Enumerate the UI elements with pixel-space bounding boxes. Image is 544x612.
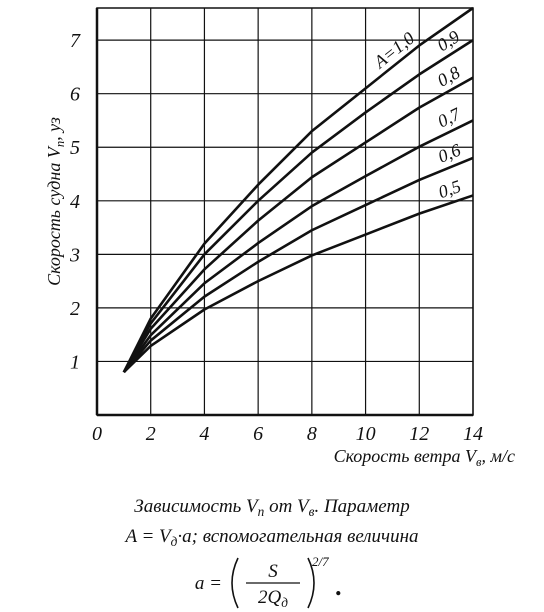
series-line [122, 119, 474, 373]
y-tick-label: 3 [69, 244, 80, 266]
text-part: ·a; вспомогательная величина [177, 526, 418, 547]
paren [307, 557, 315, 609]
subscript: в [309, 504, 315, 519]
x-tick-label: 12 [409, 423, 429, 445]
y-tick-label: 7 [70, 30, 81, 52]
x-tick-label: 8 [307, 423, 317, 445]
x-tick-label: 6 [253, 423, 263, 445]
paren [231, 557, 239, 609]
plot-frame [96, 7, 474, 416]
series-line [122, 156, 474, 373]
x-tick-label: 0 [92, 423, 102, 445]
y-tick-label: 5 [70, 137, 80, 159]
x-tick-label: 2 [146, 423, 156, 445]
formula-end: . [336, 572, 343, 601]
legend-label: 0,5 [436, 176, 464, 202]
y-tick-label: 6 [70, 84, 80, 106]
x-axis-label: Скорость ветра Vв, м/с [334, 446, 515, 469]
series-line [122, 76, 474, 373]
text-part: Зависимость V [134, 496, 260, 517]
text-part: . Параметр [314, 496, 409, 517]
legend-label: 0,9 [433, 26, 463, 55]
text-part: Скорость ветра V [334, 446, 478, 466]
y-axis-label: Скорость судна Vп, уз [44, 117, 67, 286]
series-line [122, 194, 474, 374]
text-part: , уз [44, 117, 64, 141]
series-line [122, 39, 474, 373]
caption-line: Зависимость Vп от Vв. Параметр [134, 496, 409, 519]
text-part: , м/с [482, 446, 515, 466]
formula-lhs: a = [195, 573, 222, 594]
formula-exponent: 2/7 [312, 554, 329, 569]
subscript: п [53, 141, 67, 147]
y-tick-label: 4 [70, 191, 80, 213]
formula-denominator: 2Qд [258, 587, 288, 610]
y-tick-label: 2 [70, 298, 80, 320]
x-tick-label: 14 [463, 423, 483, 445]
subscript: п [258, 504, 265, 519]
formula-numerator: S [268, 561, 278, 582]
series-line [122, 6, 474, 373]
caption-line: A = Vд·a; вспомогательная величина [123, 526, 418, 549]
x-tick-label: 10 [356, 423, 376, 445]
subscript: д [281, 595, 288, 610]
y-tick-label: 1 [70, 351, 80, 373]
text-part: Скорость судна V [44, 145, 64, 286]
subscript: д [171, 534, 178, 549]
subscript: в [476, 455, 482, 469]
x-tick-label: 4 [199, 423, 209, 445]
text-part: A = V [123, 526, 173, 547]
text-part: от V [264, 496, 311, 517]
text-part: 2Q [258, 587, 282, 608]
